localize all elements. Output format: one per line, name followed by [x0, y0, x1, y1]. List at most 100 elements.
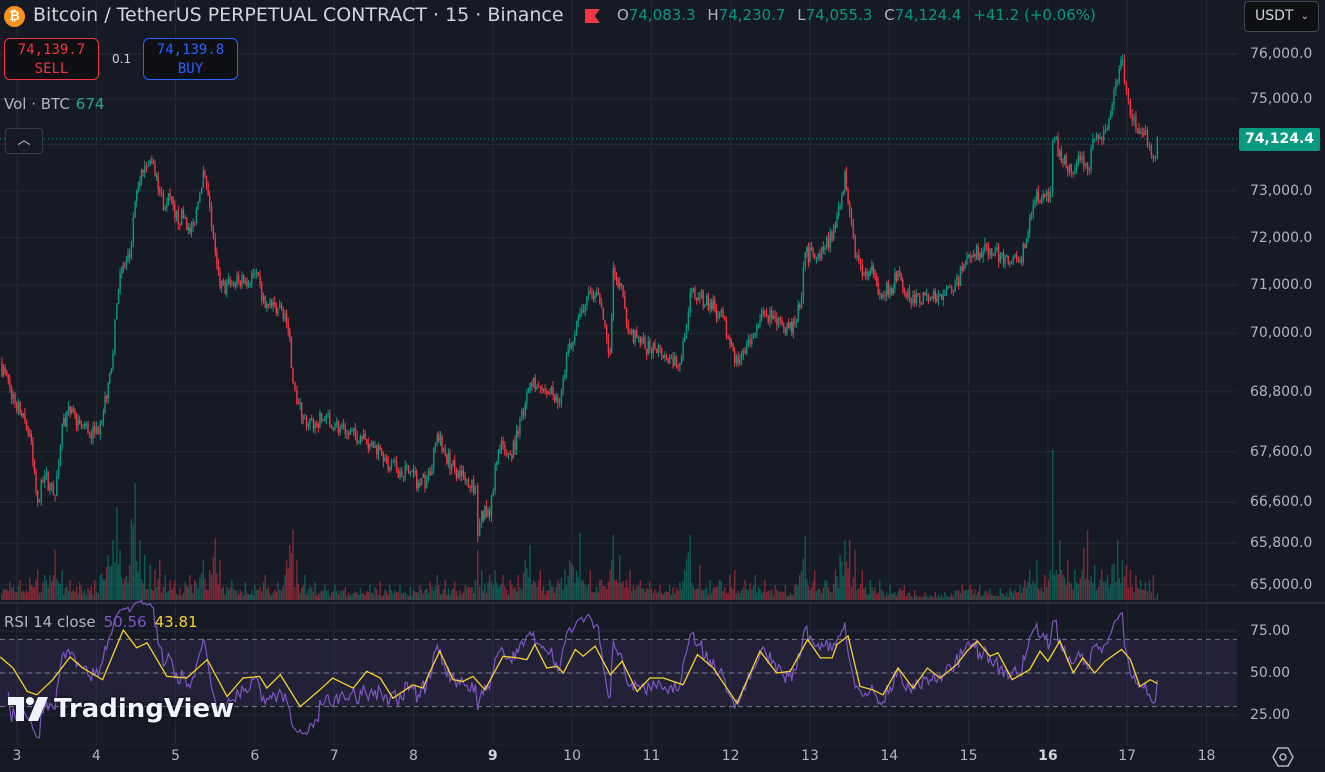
- candle: [894, 267, 896, 294]
- currency-select[interactable]: USDT ⌄: [1244, 1, 1319, 32]
- volume-bar: [237, 594, 240, 600]
- candle-body: [712, 299, 714, 310]
- time-axis-label: 17: [1118, 748, 1137, 764]
- volume-bar: [659, 585, 661, 600]
- candle-body: [316, 423, 318, 425]
- volume-bar: [379, 582, 381, 600]
- candle: [859, 257, 862, 271]
- candle-body: [299, 402, 301, 405]
- candle: [579, 307, 581, 320]
- candle-body: [647, 341, 649, 354]
- candle: [274, 296, 276, 308]
- collapse-legend-button[interactable]: ︿: [5, 128, 43, 154]
- volume-bar: [910, 596, 912, 600]
- volume-bar: [434, 585, 437, 600]
- candle-body: [275, 303, 278, 314]
- candle: [961, 262, 963, 274]
- volume-bar: [117, 564, 120, 600]
- candle-body: [1121, 59, 1124, 61]
- candle: [852, 218, 855, 240]
- candle: [507, 452, 510, 460]
- candle-body: [884, 295, 886, 297]
- volume-bar: [210, 574, 213, 600]
- volume-bar: [560, 577, 563, 600]
- candle: [522, 407, 525, 421]
- candle-body: [19, 401, 21, 414]
- volume-bar: [618, 555, 621, 600]
- buy-button[interactable]: 74,139.8 BUY: [143, 38, 238, 80]
- candle-body: [347, 433, 350, 435]
- candle: [420, 477, 423, 486]
- volume-bar: [863, 588, 865, 600]
- candle: [521, 408, 523, 422]
- candle-body: [1004, 257, 1006, 264]
- candle-body: [164, 207, 166, 210]
- candle-body: [219, 271, 221, 288]
- tradingview-watermark[interactable]: TradingView: [8, 694, 234, 724]
- order-quantity[interactable]: 0.1: [112, 52, 132, 66]
- volume-bar: [1016, 592, 1018, 600]
- candle: [892, 283, 894, 296]
- candle: [562, 374, 564, 396]
- candle: [1039, 199, 1041, 204]
- candle-body: [655, 348, 658, 353]
- symbol-title[interactable]: Bitcoin / TetherUS PERPETUAL CONTRACT · …: [33, 4, 564, 26]
- candle-body: [402, 476, 405, 478]
- candle-body: [832, 225, 835, 241]
- sell-button[interactable]: 74,139.7 SELL: [4, 38, 99, 80]
- settings-icon[interactable]: [1272, 746, 1294, 772]
- volume-bar: [558, 583, 561, 600]
- candle-body: [397, 470, 400, 478]
- volume-bar: [1074, 570, 1076, 600]
- candle-body: [1044, 193, 1046, 197]
- candle: [330, 424, 333, 429]
- candle-body: [831, 231, 833, 241]
- candle-body: [1084, 162, 1087, 167]
- candle: [1129, 98, 1132, 119]
- volume-bar: [624, 587, 626, 600]
- candle: [67, 401, 70, 416]
- candle: [567, 343, 569, 357]
- candle-body: [662, 355, 664, 358]
- candle-body: [332, 428, 334, 430]
- candle: [795, 318, 798, 328]
- candle: [950, 285, 953, 295]
- candle-body: [474, 485, 477, 494]
- candle: [441, 433, 443, 454]
- volume-bar: [1148, 580, 1151, 600]
- candle-body: [989, 248, 991, 256]
- candle-body: [132, 216, 135, 242]
- candle-body: [866, 271, 868, 276]
- candle-body: [1150, 145, 1153, 156]
- candle-body: [517, 430, 519, 435]
- candle: [377, 442, 380, 461]
- candle: [376, 444, 378, 460]
- candle: [1055, 135, 1057, 141]
- candle-body: [359, 436, 362, 443]
- candle-body: [205, 175, 208, 185]
- volume-bar: [647, 589, 649, 600]
- volume-bar: [69, 580, 71, 600]
- candle: [927, 293, 930, 305]
- flag-icon[interactable]: [585, 9, 600, 23]
- volume-bar: [880, 589, 883, 600]
- candle-body: [572, 341, 574, 347]
- candle: [9, 374, 11, 393]
- candle-body: [1083, 156, 1085, 167]
- candle-body: [497, 452, 500, 462]
- candle: [902, 277, 904, 294]
- volume-bar: [782, 592, 785, 600]
- candle: [1133, 113, 1135, 126]
- candle-body: [369, 444, 371, 449]
- candle: [1118, 65, 1120, 85]
- candle: [595, 287, 598, 297]
- volume-bar: [534, 582, 536, 600]
- volume-bar: [795, 584, 798, 600]
- volume-bar: [549, 580, 551, 600]
- candle: [661, 347, 663, 361]
- candle: [80, 420, 83, 430]
- candle: [140, 168, 143, 186]
- candle: [1037, 185, 1040, 205]
- candle-body: [119, 272, 121, 290]
